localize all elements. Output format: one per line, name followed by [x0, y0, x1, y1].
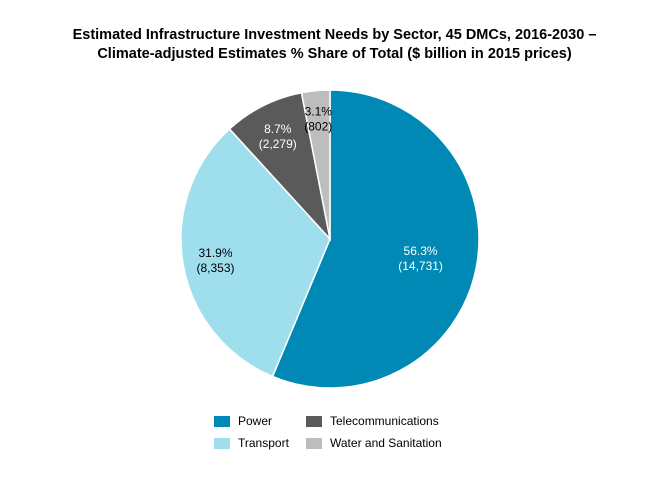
legend-swatch-water-and-sanitation — [306, 437, 322, 449]
pie-slice-water-and-sanitation — [300, 89, 331, 240]
legend-label-telecommunications: Telecommunications — [330, 414, 439, 428]
pie-label-value-power: (14,731) — [398, 259, 443, 273]
pie-label-percent-water-and-sanitation: 3.1% — [305, 104, 333, 118]
legend-swatch-power — [214, 415, 230, 427]
chart-legend: Power Telecommunications Transport Water… — [214, 414, 474, 454]
legend-item-power: Power — [214, 414, 272, 428]
pie-chart: 56.3%(14,731) 31.9%(8,353) 8.7%(2,279) 3.1%… — [180, 89, 480, 389]
legend-swatch-telecommunications — [306, 415, 322, 427]
chart-title-line-1: Estimated Infrastructure Investment Need… — [72, 27, 597, 43]
pie-label-value-telecommunications: (2,279) — [259, 137, 297, 151]
legend-item-telecommunications: Telecommunications — [306, 414, 439, 428]
pie-slice-telecommunications — [228, 91, 332, 242]
legend-swatch-transport — [214, 437, 230, 449]
pie-label-value-water-and-sanitation: (802) — [304, 119, 332, 133]
legend-item-water-and-sanitation: Water and Sanitation — [306, 436, 442, 450]
pie-label-percent-telecommunications: 8.7% — [264, 122, 292, 136]
pie-label-percent-power: 56.3% — [404, 244, 438, 258]
legend-label-water-and-sanitation: Water and Sanitation — [330, 436, 442, 450]
pie-label-value-transport: (8,353) — [196, 261, 234, 275]
pie-slice-transport — [180, 127, 331, 378]
legend-label-transport: Transport — [238, 436, 289, 450]
pie-slice-power — [271, 89, 480, 389]
legend-item-transport: Transport — [214, 436, 289, 450]
legend-label-power: Power — [238, 414, 273, 428]
chart-title: Estimated Infrastructure Investment Need… — [0, 26, 669, 64]
chart-title-line-2: Climate-adjusted Estimates % Share of To… — [97, 46, 572, 62]
pie-label-percent-transport: 31.9% — [198, 246, 232, 260]
